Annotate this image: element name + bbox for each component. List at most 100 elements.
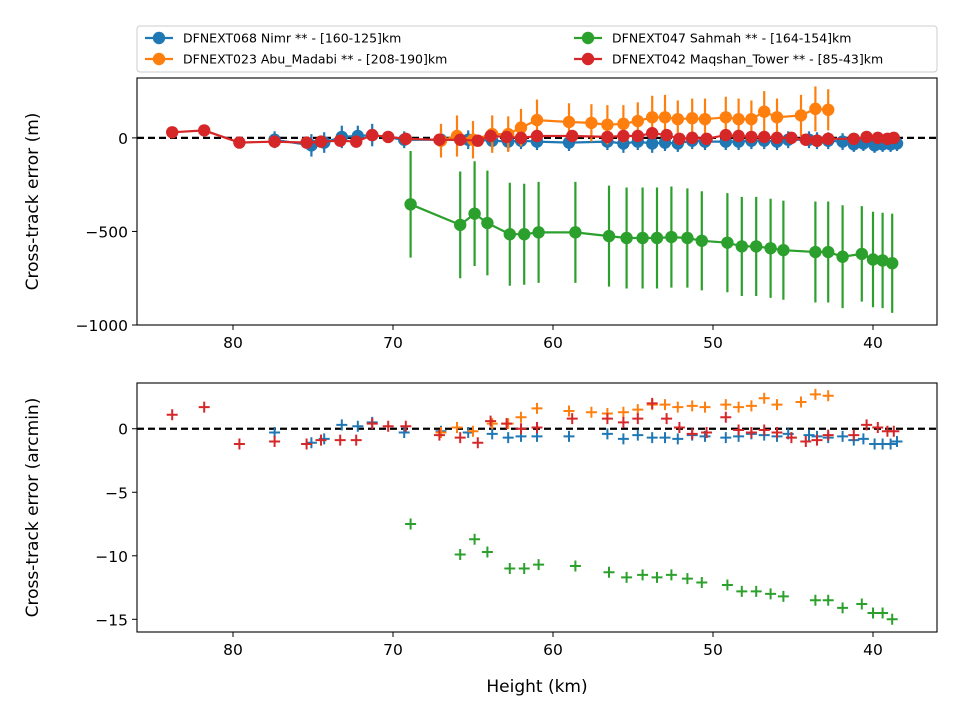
plus-marker [504,562,516,574]
plus-marker [632,429,644,441]
data-point [585,116,598,130]
y-axis-label: Cross-track error (m) [23,113,43,291]
data-point [660,128,673,142]
plus-marker [433,429,445,441]
data-point [646,127,659,140]
data-point [809,102,822,116]
plus-marker [462,427,474,439]
data-point [750,240,763,253]
plus-marker [686,428,698,440]
plus-marker [771,399,783,411]
plus-marker [315,434,327,446]
x-tick-label: 70 [383,641,403,659]
plus-marker [809,594,821,606]
data-point [836,135,849,148]
data-point [562,115,576,129]
series-0 [269,416,903,450]
x-tick-label: 50 [703,334,723,352]
plus-marker [617,433,629,445]
plus-marker [472,437,484,449]
legend-label: DFNEXT042 Maqshan_Tower ** - [85-43]km [612,52,883,67]
data-point [500,130,513,144]
data-point [719,111,732,124]
plus-marker [822,594,834,606]
plus-marker [665,569,677,581]
data-point [617,129,630,143]
legend-marker [581,31,595,45]
data-point [268,135,281,148]
x-tick-label: 80 [223,641,243,659]
data-point [777,243,790,257]
data-point [860,130,873,144]
data-point [314,135,328,148]
plus-marker [777,590,789,602]
plus-marker [837,430,849,442]
x-tick-label: 60 [543,641,563,659]
data-point [382,130,395,144]
top-panel-crosstrack-meters: 80 70 60 50 40 0 −500 −1000 Cross-track error (m… [23,77,938,352]
plus-marker [435,427,447,439]
data-point [886,257,899,270]
data-point [847,132,860,146]
plus-marker [334,434,346,446]
plus-marker [601,428,613,440]
data-point [822,132,835,146]
legend-item: DFNEXT042 Maqshan_Tower ** - [85-43]km [574,52,883,67]
y-tick-label: −5 [105,484,128,502]
series-3 [166,397,900,450]
data-point [601,118,614,131]
plus-marker [720,411,732,423]
plus-marker [233,438,245,450]
plus-marker [515,423,527,435]
data-point [770,111,784,124]
x-tick-label: 80 [223,334,243,352]
x-tick-label: 40 [863,334,883,352]
data-point [681,231,694,245]
data-point [665,230,678,244]
plus-marker [467,425,479,437]
plus-marker [617,416,629,428]
plus-marker [809,388,821,400]
data-point [822,103,835,117]
data-point [454,133,467,146]
y-tick-label: 0 [118,421,128,439]
plus-marker [405,518,417,530]
data-point [799,133,812,146]
plus-marker [672,401,684,413]
data-point [719,128,732,142]
legend-marker [152,52,166,66]
data-point [810,134,824,147]
plus-marker [891,435,903,447]
data-point [631,129,644,143]
plus-marker [758,392,770,404]
plus-marker [486,428,498,440]
plus-marker [198,401,210,413]
plus-marker [758,424,770,436]
plus-marker [531,402,543,414]
legend-label: DFNEXT023 Abu_Madabi ** - [208-190]km [183,52,447,67]
data-point [404,198,417,211]
data-point [745,112,758,126]
legend-label: DFNEXT068 Nimr ** - [160-125]km [183,31,401,46]
data-point [514,121,528,134]
plus-marker [673,421,685,433]
data-point [700,132,713,146]
plus-marker [765,588,777,600]
plus-marker [800,435,812,447]
data-point [758,130,771,144]
plus-marker [701,427,713,439]
axes-frame [136,382,938,633]
legend-marker [152,31,166,45]
data-point [745,130,758,144]
plus-marker [350,434,362,446]
plus-marker [646,432,658,444]
plus-marker [745,427,757,439]
x-tick-label: 40 [863,641,883,659]
plus-marker [518,562,530,574]
plus-marker [585,406,597,418]
data-point [764,242,777,255]
plus-marker [681,573,693,585]
legend-item: DFNEXT023 Abu_Madabi ** - [208-190]km [145,52,447,67]
data-point [518,228,531,241]
plus-marker [837,602,849,614]
